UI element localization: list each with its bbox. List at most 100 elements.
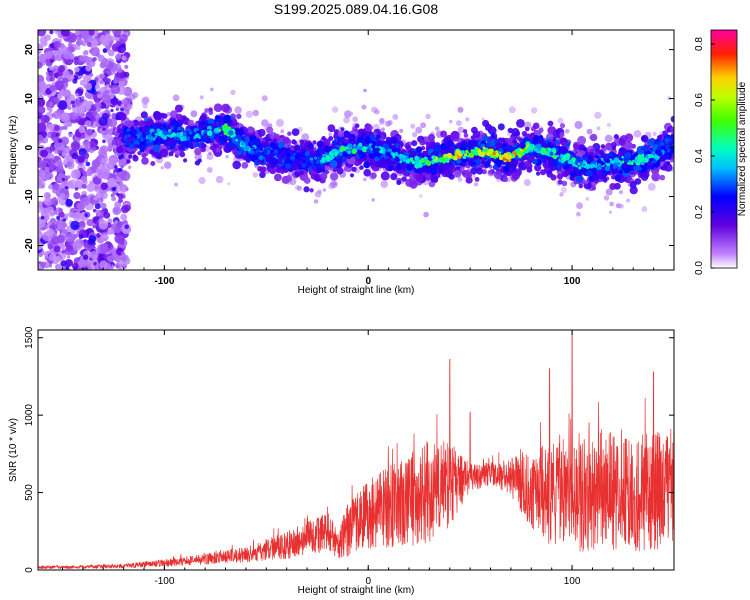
heatmap-cell — [53, 245, 61, 253]
heatmap-cell — [74, 60, 79, 66]
heatmap-cell — [88, 235, 97, 243]
heatmap-cell — [57, 138, 63, 144]
heatmap-cell — [301, 133, 310, 142]
heatmap-cell — [94, 101, 102, 109]
heatmap-cell — [410, 123, 416, 129]
heatmap-cell — [349, 173, 355, 178]
heatmap-cell — [99, 145, 109, 154]
heatmap-cell — [215, 175, 224, 184]
heatmap-cell — [85, 161, 91, 167]
heatmap-cell — [449, 119, 453, 124]
heatmap-cell — [100, 233, 109, 242]
heatmap-cell — [128, 154, 133, 159]
heatmap-cell — [362, 177, 367, 182]
heatmap-cell — [57, 93, 63, 100]
heatmap-cell — [144, 118, 148, 122]
heatmap-cell — [482, 119, 490, 127]
heatmap-cell — [67, 33, 77, 43]
heatmap-cell — [459, 166, 465, 172]
heatmap-cell — [112, 206, 122, 216]
heatmap-cell — [328, 132, 333, 136]
heatmap-cell — [67, 255, 71, 259]
heatmap-cell — [56, 215, 61, 220]
heatmap-cell — [48, 101, 54, 106]
heatmap-cell — [53, 149, 59, 154]
heatmap-cell — [274, 173, 282, 182]
heatmap-cell — [534, 163, 542, 172]
heatmap-cell — [69, 184, 75, 189]
heatmap-cell — [555, 140, 560, 145]
heatmap-cell — [110, 97, 119, 106]
heatmap-cell — [118, 198, 123, 204]
heatmap-cell — [640, 173, 649, 181]
heatmap-cell — [453, 170, 462, 178]
heatmap-cell — [405, 145, 412, 152]
spectrogram-heatmap — [38, 30, 674, 270]
heatmap-cell — [465, 117, 470, 122]
heatmap-cell — [53, 72, 60, 79]
heatmap-cell — [96, 212, 101, 217]
heatmap-cell — [363, 161, 371, 169]
heatmap-cell — [93, 196, 98, 201]
heatmap-cell — [84, 213, 88, 217]
heatmap-cell — [70, 141, 81, 151]
heatmap-cell — [55, 132, 60, 137]
heatmap-cell — [75, 93, 79, 97]
heatmap-cell — [280, 129, 285, 134]
heatmap-cell — [125, 110, 130, 114]
heatmap-cell — [450, 132, 460, 142]
heatmap-cell — [73, 136, 79, 143]
heatmap-cell — [45, 193, 51, 199]
heatmap-cell — [412, 132, 418, 138]
heatmap-cell — [86, 42, 92, 47]
heatmap-cell — [84, 120, 92, 128]
heatmap-cell — [74, 30, 81, 36]
heatmap-cell — [629, 181, 637, 189]
heatmap-cell — [38, 218, 46, 228]
heatmap-cell — [55, 165, 64, 174]
heatmap-cell — [80, 145, 83, 149]
heatmap-cell — [227, 182, 231, 186]
heatmap-cell — [67, 175, 71, 179]
heatmap-cell — [652, 131, 657, 136]
heatmap-cell — [466, 172, 473, 179]
heatmap-cell — [371, 198, 375, 202]
heatmap-cell — [198, 176, 206, 185]
heatmap-cell — [199, 95, 204, 100]
heatmap-cell — [502, 176, 508, 182]
heatmap-cell — [669, 126, 674, 134]
heatmap-cell — [114, 201, 122, 209]
heatmap-cell — [65, 83, 69, 87]
heatmap-cell — [38, 200, 43, 206]
heatmap-cell — [54, 256, 61, 262]
heatmap-cell — [640, 134, 649, 143]
heatmap-cell — [84, 140, 91, 147]
heatmap-cell — [174, 104, 183, 113]
heatmap-cell — [399, 128, 404, 133]
heatmap-cell — [252, 109, 259, 117]
heatmap-cell — [401, 176, 407, 182]
heatmap-cell — [120, 213, 128, 221]
heatmap-cell — [221, 103, 231, 113]
heatmap-cell — [56, 234, 65, 244]
heatmap-cell — [92, 224, 97, 229]
heatmap-cell — [38, 174, 43, 182]
heatmap-cell — [84, 82, 93, 91]
heatmap-cell — [550, 174, 557, 181]
heatmap-cell — [487, 126, 497, 135]
heatmap-cell — [71, 152, 79, 160]
heatmap-cell — [52, 196, 57, 201]
heatmap-cell — [86, 128, 94, 136]
heatmap-cell — [117, 44, 127, 54]
heatmap-cell — [63, 181, 68, 185]
heatmap-cell — [600, 144, 606, 149]
heatmap-cell — [141, 157, 149, 165]
heatmap-cell — [556, 164, 561, 170]
heatmap-cell — [49, 59, 54, 63]
heatmap-cell — [67, 106, 72, 110]
heatmap-cell — [390, 173, 398, 181]
heatmap-cell — [194, 160, 201, 166]
heatmap-cell — [49, 43, 56, 49]
heatmap-cell — [532, 122, 540, 130]
heatmap-cell — [49, 65, 54, 71]
